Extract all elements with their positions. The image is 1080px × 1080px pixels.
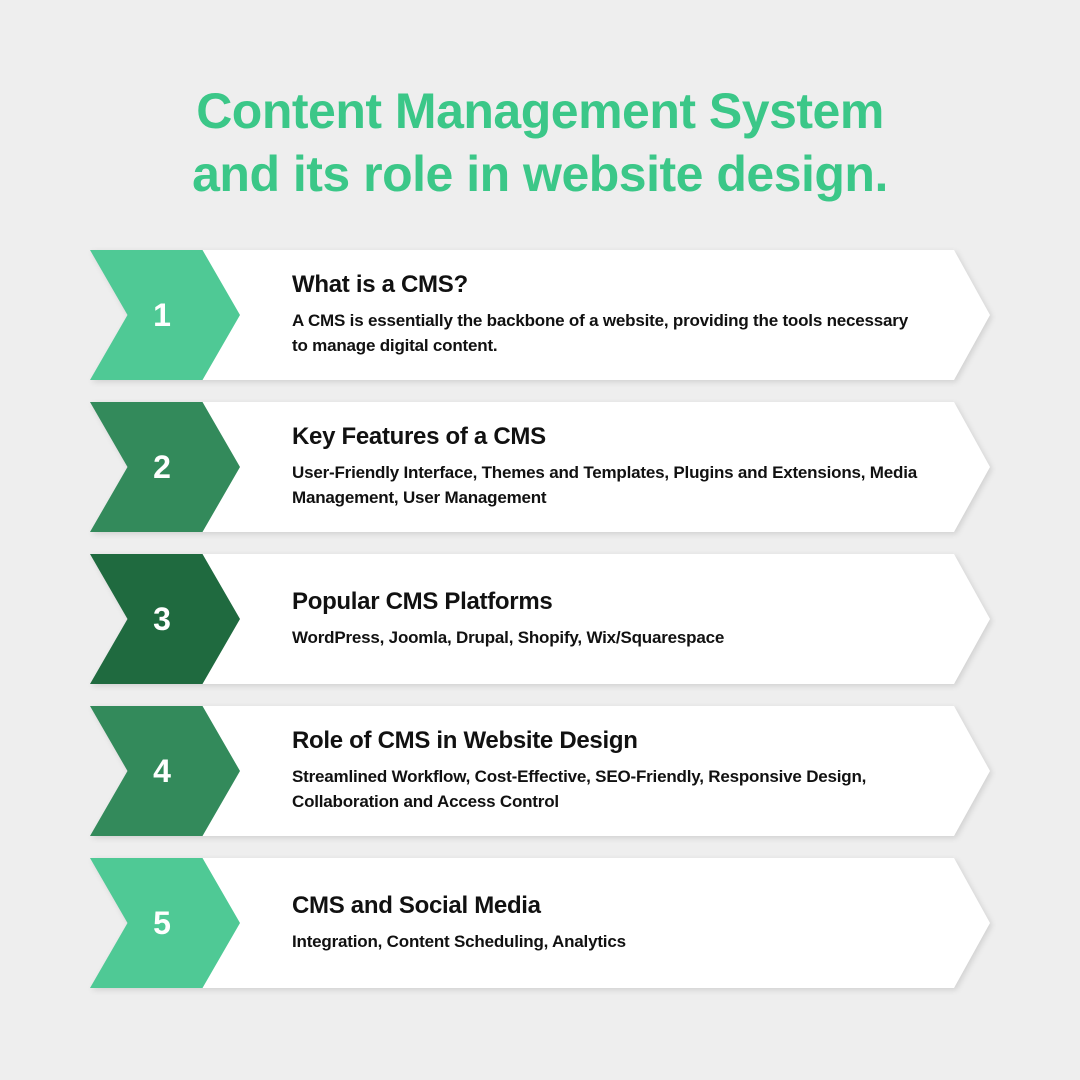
item-title: Popular CMS Platforms (292, 588, 920, 616)
item-desc: User-Friendly Interface, Themes and Temp… (292, 461, 920, 510)
item-desc: Streamlined Workflow, Cost-Effective, SE… (292, 765, 920, 814)
item-title: Role of CMS in Website Design (292, 727, 920, 755)
item-number: 5 (153, 905, 171, 942)
list-item: 5 CMS and Social Media Integration, Cont… (90, 858, 990, 988)
item-title: Key Features of a CMS (292, 423, 920, 451)
list-item: 1 What is a CMS? A CMS is essentially th… (90, 250, 990, 380)
item-number: 4 (153, 753, 171, 790)
title-line-1: Content Management System (196, 83, 884, 139)
item-desc: WordPress, Joomla, Drupal, Shopify, Wix/… (292, 626, 920, 651)
item-body: Key Features of a CMS User-Friendly Inte… (202, 402, 990, 532)
item-body: Role of CMS in Website Design Streamline… (202, 706, 990, 836)
infographic-container: Content Management System and its role i… (0, 0, 1080, 1080)
list-item: 3 Popular CMS Platforms WordPress, Jooml… (90, 554, 990, 684)
item-title: What is a CMS? (292, 271, 920, 299)
item-number: 3 (153, 601, 171, 638)
item-desc: A CMS is essentially the backbone of a w… (292, 309, 920, 358)
item-body: CMS and Social Media Integration, Conten… (202, 858, 990, 988)
title-line-2: and its role in website design. (192, 146, 888, 202)
item-number: 1 (153, 297, 171, 334)
list-item: 2 Key Features of a CMS User-Friendly In… (90, 402, 990, 532)
item-number: 2 (153, 449, 171, 486)
item-list: 1 What is a CMS? A CMS is essentially th… (90, 250, 990, 988)
item-body: What is a CMS? A CMS is essentially the … (202, 250, 990, 380)
item-body: Popular CMS Platforms WordPress, Joomla,… (202, 554, 990, 684)
page-title: Content Management System and its role i… (90, 80, 990, 205)
item-title: CMS and Social Media (292, 892, 920, 920)
list-item: 4 Role of CMS in Website Design Streamli… (90, 706, 990, 836)
item-desc: Integration, Content Scheduling, Analyti… (292, 930, 920, 955)
